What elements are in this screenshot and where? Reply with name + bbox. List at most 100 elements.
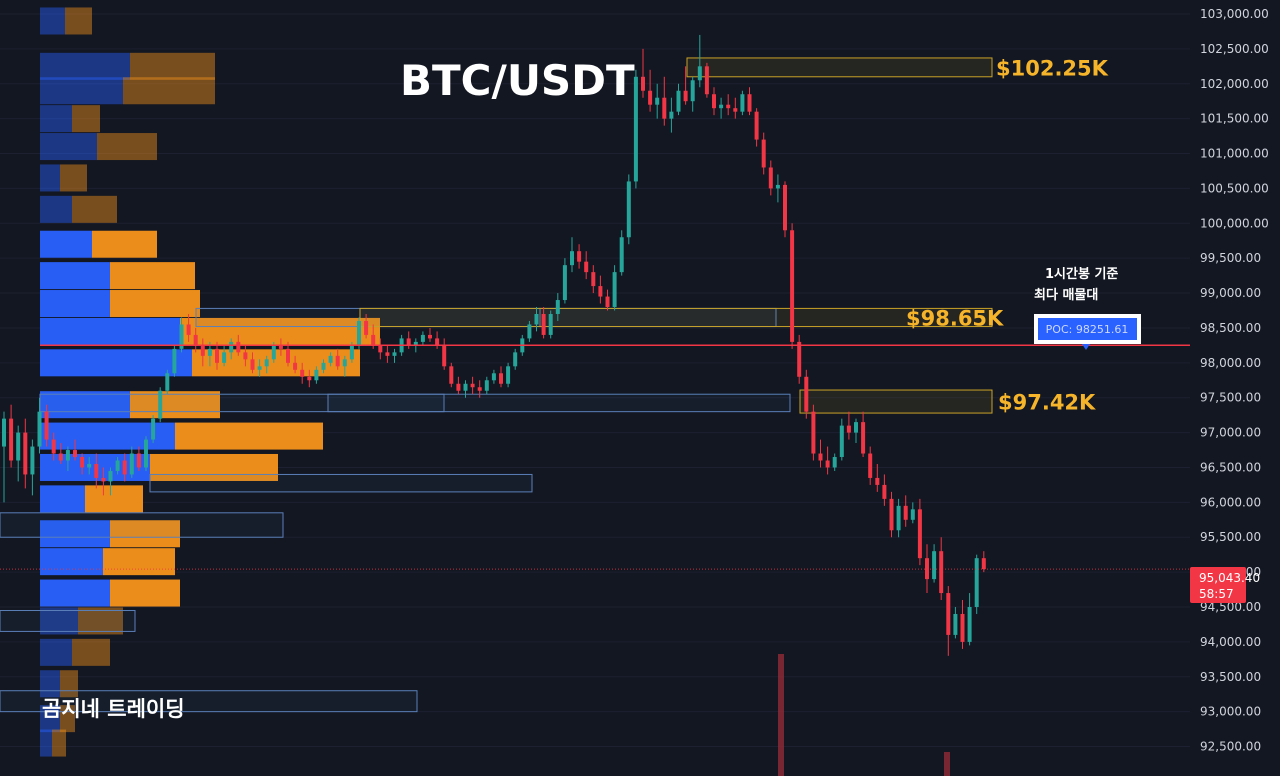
candle-body (165, 373, 170, 391)
candle-body (236, 341, 241, 353)
candle-body (65, 450, 70, 461)
volume-zones (0, 307, 791, 713)
candle (491, 369, 496, 384)
candle (541, 307, 546, 339)
candle (151, 415, 156, 444)
poc-note-line1: 1시간봉 기준 (1045, 266, 1118, 282)
candle (87, 457, 92, 475)
candle (619, 230, 624, 276)
candle (783, 181, 787, 238)
candle (733, 97, 738, 119)
candle-body (690, 80, 695, 102)
candle-body (882, 484, 887, 499)
candle-body (932, 551, 937, 580)
candle-body (719, 104, 724, 109)
vp-bar-down (110, 290, 200, 318)
candle-body (2, 418, 6, 447)
level-box (799, 389, 993, 414)
vp-bar-up (40, 485, 85, 513)
candle-body (981, 558, 986, 570)
vp-bar-up (40, 105, 72, 133)
candle (648, 69, 653, 112)
candle-body (435, 338, 440, 346)
price-tick-label: 95,500.00 (1200, 530, 1261, 544)
price-tick-label: 98,500.00 (1200, 321, 1261, 335)
candle (484, 376, 489, 395)
price-tick-label: 97,000.00 (1200, 426, 1261, 440)
price-tick-label: 101,000.00 (1200, 147, 1269, 161)
candle-body (44, 411, 49, 440)
candle-body (846, 425, 851, 433)
candle (960, 600, 965, 649)
candle (811, 404, 816, 461)
candle-body (9, 418, 14, 461)
candle (882, 474, 887, 506)
watermark: 곰지네 트레이딩 (42, 697, 185, 721)
vp-bar-down (175, 422, 323, 450)
candle (456, 376, 461, 395)
vp-bar-down (97, 133, 157, 161)
candle-body (854, 422, 858, 433)
candle-body (804, 376, 809, 412)
candle-body (683, 90, 688, 102)
candle (839, 418, 844, 461)
candle (719, 97, 724, 119)
candle-body (811, 411, 816, 454)
candle (598, 275, 603, 304)
candle (548, 310, 553, 339)
price-tick-label: 93,500.00 (1200, 670, 1261, 684)
candle (335, 348, 340, 370)
candle (442, 338, 447, 370)
candle-body (903, 505, 908, 520)
price-tick-label: 97,500.00 (1200, 391, 1261, 405)
candle (23, 418, 28, 489)
candlestick-series[interactable] (2, 34, 986, 656)
candle (200, 338, 205, 367)
candle (364, 313, 369, 339)
candle (264, 355, 269, 374)
candle (328, 352, 333, 367)
candle (513, 348, 518, 370)
candle (108, 467, 113, 496)
candle (896, 498, 901, 538)
poc-label: POC: 98251.61 (1034, 314, 1141, 350)
candle-body (349, 345, 354, 360)
candle (101, 467, 106, 496)
vp-bar-up (40, 729, 52, 757)
candle (37, 397, 42, 454)
vp-bar-up (40, 77, 123, 105)
candle (58, 443, 63, 464)
candle-body (186, 324, 191, 335)
vp-bar-down (150, 453, 278, 481)
candle (406, 331, 411, 349)
candle-body (747, 94, 752, 112)
candle (917, 498, 922, 566)
candle-body (136, 453, 141, 468)
candle-body (577, 251, 582, 262)
candle-body (726, 104, 731, 109)
candle (44, 404, 49, 447)
chart-title: BTC/USDT (400, 56, 635, 105)
candle-body (428, 334, 432, 339)
candle-body (286, 348, 290, 363)
volume-bar (944, 752, 950, 776)
candle (712, 87, 716, 116)
candle (215, 341, 219, 370)
candle (506, 362, 511, 388)
candle (357, 317, 361, 349)
candle (577, 244, 582, 269)
price-tick-label: 94,500.00 (1200, 600, 1261, 614)
price-tick-label: 102,500.00 (1200, 42, 1269, 56)
candle-body (953, 613, 958, 635)
candle (172, 345, 177, 377)
candle (591, 265, 596, 294)
last-price-text: 95,043.40 (1199, 571, 1260, 585)
price-tick-label: 98,000.00 (1200, 356, 1261, 370)
candle (144, 436, 148, 471)
candle-body (783, 184, 787, 231)
candle (790, 223, 795, 349)
vp-bar-down (130, 391, 220, 419)
candle (974, 554, 979, 614)
candle-body (328, 355, 333, 363)
